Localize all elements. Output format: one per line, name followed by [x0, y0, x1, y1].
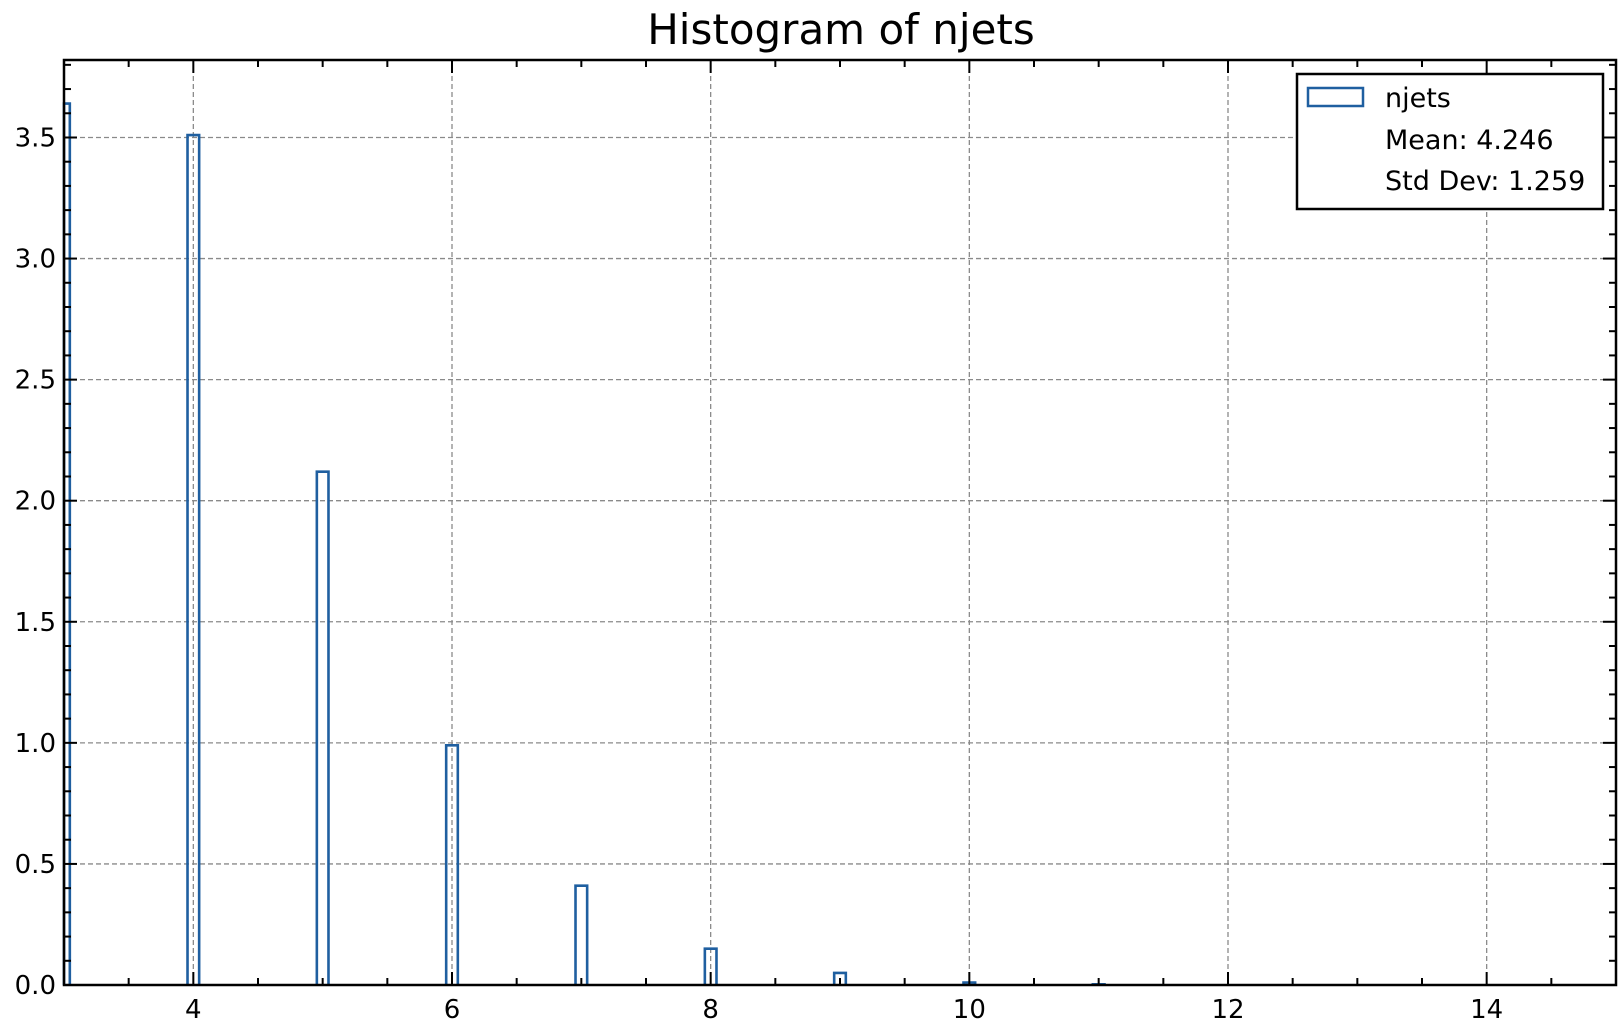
- plot-frame: [62, 58, 1618, 987]
- legend-std-dev: Std Dev: 1.259: [1385, 166, 1585, 197]
- x-tick-label: 4: [185, 995, 202, 1025]
- y-tick-label: 3.5: [15, 123, 56, 153]
- x-tick-label: 14: [1470, 995, 1503, 1025]
- histogram-bar: [444, 743, 460, 985]
- histogram-bar: [703, 947, 718, 985]
- histogram-bar: [315, 470, 330, 985]
- histogram-bar: [186, 133, 201, 985]
- x-tick-label: 12: [1211, 995, 1244, 1025]
- x-tick-label: 6: [444, 995, 461, 1025]
- y-tick-label: 1.0: [15, 729, 56, 759]
- legend-box: [1295, 72, 1605, 211]
- y-tick-label: 0.0: [15, 971, 56, 1001]
- y-tick-label: 2.0: [15, 487, 56, 517]
- tick-labels: 4 6 8 10 12 14 0.0 0.5 1.0 1.5 2.0 2.5 3.0 3.5: [15, 123, 1504, 1025]
- x-tick-label: 8: [702, 995, 719, 1025]
- grid-lines: [64, 60, 1616, 985]
- histogram-bar: [574, 884, 589, 985]
- y-tick-label: 0.5: [15, 850, 56, 880]
- bars: [62, 102, 1106, 986]
- chart-title: Histogram of njets: [647, 5, 1035, 54]
- legend-swatch: [1306, 86, 1365, 108]
- y-tick-label: 1.5: [15, 608, 56, 638]
- x-tick-label: 10: [953, 995, 986, 1025]
- legend-series-name: njets: [1385, 83, 1451, 114]
- y-tick-label: 2.5: [15, 366, 56, 396]
- y-tick-label: 3.0: [15, 245, 56, 275]
- histogram-bar: [832, 971, 848, 985]
- legend: njets Mean: 4.246 Std Dev: 1.259: [1295, 72, 1605, 211]
- legend-mean: Mean: 4.246: [1385, 125, 1554, 156]
